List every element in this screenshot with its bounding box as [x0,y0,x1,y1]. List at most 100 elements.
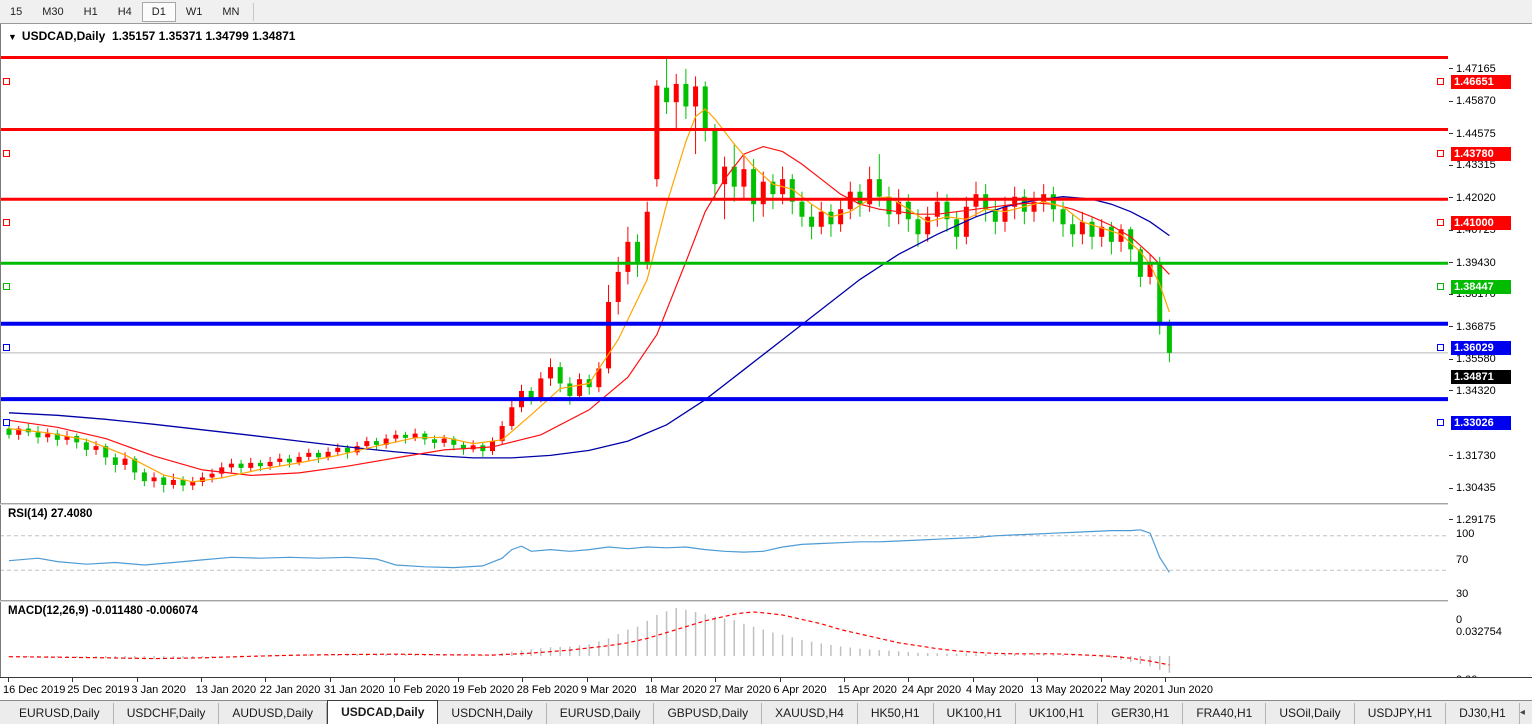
line-drag-handle[interactable] [1437,419,1444,427]
date-tick-mark [329,678,331,682]
price-tick-mark [1449,519,1453,521]
chart-tab-usdjpy-h1[interactable]: USDJPY,H1 [1355,703,1447,724]
tab-scroll-arrows[interactable]: ◂▸ [1520,707,1532,718]
date-label: 13 May 2020 [1030,684,1094,696]
line-drag-handle[interactable] [1437,343,1444,351]
price-tick-label: 1.43315 [1456,159,1496,172]
macd-label: MACD(12,26,9) -0.011480 -0.006074 [8,605,198,617]
price-tick-mark [1449,358,1453,360]
line-drag-handle[interactable] [1437,149,1444,157]
price-tick-mark [1449,100,1453,102]
line-drag-handle[interactable] [3,149,10,157]
macd-panel [8,608,1171,673]
chart-tab-ger30-h1[interactable]: GER30,H1 [1098,703,1184,724]
chart-ohlc-values: 1.35157 1.35371 1.34799 1.34871 [111,29,296,43]
price-chart-canvas[interactable] [0,24,1448,677]
date-label: 6 Apr 2020 [773,684,827,696]
line-drag-handle[interactable] [1437,219,1444,227]
macd-scale-label: 0.032754 [1456,625,1502,638]
price-tick-label: 1.29175 [1456,513,1496,526]
timeframe-button-h4[interactable]: H4 [117,6,132,18]
ma-mid-line[interactable] [8,145,1170,477]
timeframe-button-d1[interactable]: D1 [141,2,176,22]
price-axis[interactable]: 1.471651.458701.445751.433151.420201.407… [1448,24,1532,706]
macd-signal-line[interactable] [8,611,1170,666]
date-tick-mark [1036,678,1038,682]
rsi-label: RSI(14) 27.4080 [8,508,93,520]
price-tick-label: 1.44575 [1456,127,1496,140]
line-drag-handle[interactable] [3,77,10,85]
date-tick-mark [1101,678,1103,682]
price-level-badge: 1.41000 [1451,216,1511,231]
date-tick-mark [393,678,395,682]
date-label: 24 Apr 2020 [901,684,962,696]
chart-tab-gbpusd-daily[interactable]: GBPUSD,Daily [654,703,763,724]
date-label: 16 Dec 2019 [3,684,66,696]
line-drag-handle[interactable] [3,419,10,427]
rsi-panel [0,529,1448,573]
chart-title: ▼ USDCAD,Daily 1.35157 1.35371 1.34799 1.… [8,29,295,43]
line-drag-handle[interactable] [3,343,10,351]
timeframe-button-m30[interactable]: M30 [42,6,64,18]
price-tick-label: 1.39430 [1456,256,1496,269]
rsi-scale-label: 0 [1456,614,1463,626]
chart-tab-usdcnh-daily[interactable]: USDCNH,Daily [438,703,547,724]
price-tick-mark [1449,326,1453,328]
timeframe-buttons: 15 M30 H1 H4 D1 W1 MN [0,1,249,22]
line-drag-handle[interactable] [3,283,10,291]
chart-tab-audusd-daily[interactable]: AUDUSD,Daily [219,703,328,724]
chart-tab-xauusd-h4[interactable]: XAUUSD,H4 [762,703,858,724]
price-level-badge: 1.38447 [1451,280,1511,295]
window-left-border [0,24,1,700]
chart-symbol-label: USDCAD,Daily [21,29,106,43]
ma-slow-line[interactable] [8,196,1170,459]
ma-fast-line[interactable] [8,108,1170,483]
rsi-line[interactable] [8,529,1170,573]
chart-tab-usdcad-daily[interactable]: USDCAD,Daily [327,700,439,724]
chart-tab-eurusd-daily[interactable]: EURUSD,Daily [547,703,655,724]
date-tick-mark [1165,678,1167,682]
line-drag-handle[interactable] [1437,77,1444,85]
price-tick-mark [1449,487,1453,489]
date-label: 22 May 2020 [1094,684,1158,696]
timeframe-button-15[interactable]: 15 [10,6,23,18]
chart-window: ▼ USDCAD,Daily 1.35157 1.35371 1.34799 1.… [0,24,1532,706]
chart-tab-usoil-daily[interactable]: USOil,Daily [1266,703,1355,724]
date-label: 15 Apr 2020 [837,684,897,696]
horizontal-level-lines[interactable] [0,56,1448,402]
price-tick-label: 1.35580 [1456,353,1496,366]
date-label: 1 Jun 2020 [1158,684,1214,696]
rsi-scale-label: 30 [1456,588,1469,601]
chart-tab-hk50-h1[interactable]: HK50,H1 [858,703,934,724]
chart-tab-eurusd-daily[interactable]: EURUSD,Daily [6,703,114,724]
date-axis[interactable]: 16 Dec 2019 25 Dec 2019 3 Jan 2020 13 Jan 2… [0,677,1532,700]
date-tick-mark [8,678,9,682]
timeframe-button-h1[interactable]: H1 [83,6,98,18]
macd-panel-divider[interactable] [0,600,1532,602]
toolbar-separator [253,2,255,21]
chart-tab-usdchf-daily[interactable]: USDCHF,Daily [114,703,220,724]
rsi-panel-divider[interactable] [0,503,1532,505]
date-tick-mark [715,678,717,682]
chart-tab-uk100-h1[interactable]: UK100,H1 [1016,703,1099,724]
date-tick-mark [72,678,74,682]
timeframe-button-mn[interactable]: MN [222,6,240,18]
date-label: 25 Dec 2019 [67,684,130,696]
date-tick-mark [843,678,845,682]
date-label: 31 Jan 2020 [324,684,385,696]
date-tick-mark [200,678,202,682]
date-label: 22 Jan 2020 [259,684,321,696]
chart-dropdown-icon[interactable]: ▼ [8,32,17,42]
chart-tab-dj30-h1[interactable]: DJ30,H1 [1446,703,1520,724]
price-tick-label: 1.47165 [1456,62,1496,75]
price-tick-mark [1449,262,1453,264]
chart-tab-uk100-h1[interactable]: UK100,H1 [934,703,1016,724]
line-drag-handle[interactable] [3,219,10,227]
price-level-badge: 1.36029 [1451,340,1511,355]
price-tick-label: 1.36875 [1456,320,1496,333]
line-drag-handle[interactable] [1437,283,1444,291]
chart-tab-fra40-h1[interactable]: FRA40,H1 [1183,703,1267,724]
price-tick-label: 1.30435 [1456,482,1496,495]
price-tick-mark [1449,455,1453,457]
timeframe-button-w1[interactable]: W1 [185,6,203,18]
